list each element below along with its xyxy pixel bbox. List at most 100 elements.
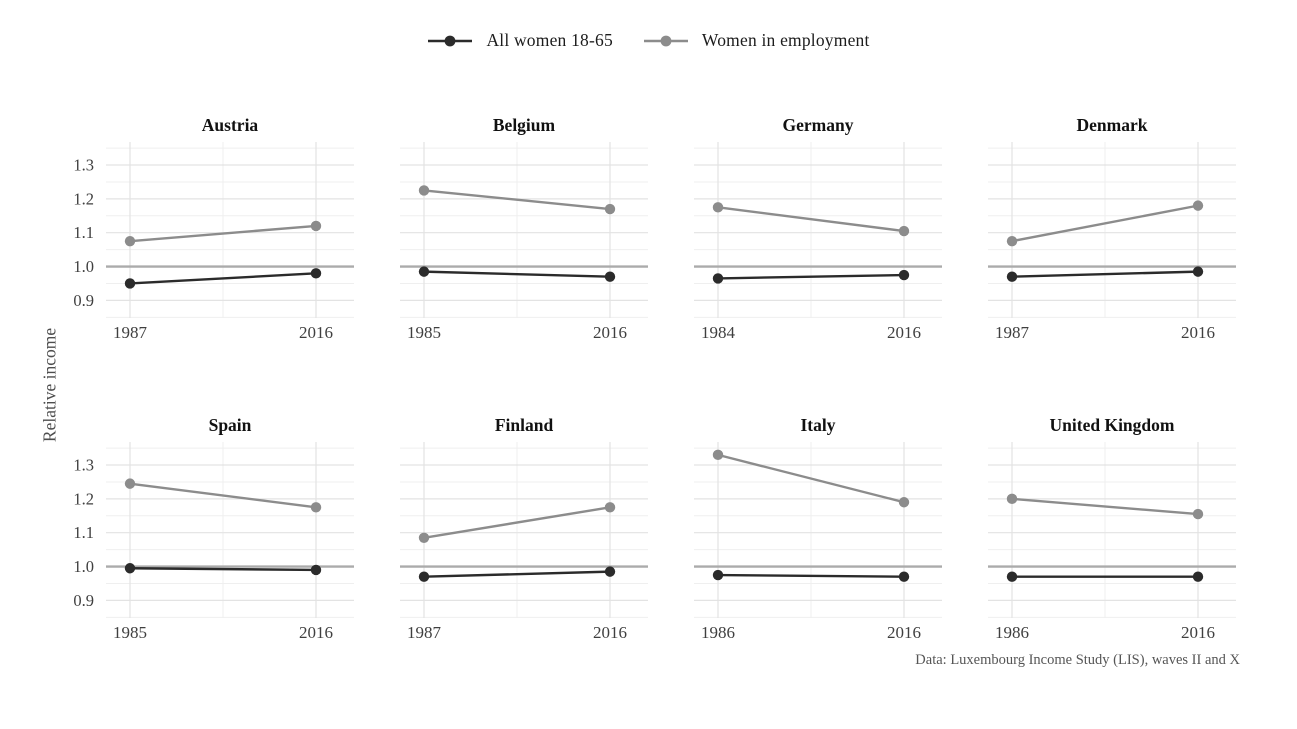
x-tick-label: 1985 (407, 323, 441, 342)
series-line-women-in-employment (1011, 204, 1199, 243)
legend: All women 18-65 Women in employment (0, 30, 1297, 51)
data-point-all-women-18-65 (898, 269, 910, 281)
y-tick-label: 1.2 (73, 189, 94, 208)
legend-item-women-in-employment: Women in employment (643, 30, 870, 51)
plot-area: 1987 2016 (988, 142, 1236, 342)
data-point-all-women-18-65 (604, 566, 616, 577)
data-point-women-in-employment (418, 185, 430, 196)
series-line-women-in-employment (129, 224, 317, 243)
legend-item-all-women: All women 18-65 (427, 30, 613, 51)
panel-title: Austria (201, 115, 259, 135)
data-point-women-in-employment (712, 449, 724, 461)
data-point-women-in-employment (604, 502, 616, 513)
panel-title: Italy (800, 415, 836, 435)
plot-area: 1.3 1.2 1.1 1.0 0.9 1987 2016 (73, 142, 354, 342)
data-point-all-women-18-65 (1192, 266, 1204, 277)
series-line-women-in-employment (423, 506, 611, 539)
series-line-women-in-employment (423, 189, 611, 211)
panel-austria: Austria 1.3 1.2 1.1 1.0 0.9 1987 2016 (58, 112, 354, 346)
plot-area: 1.3 1.2 1.1 1.0 0.9 1985 2016 (73, 442, 354, 642)
data-point-all-women-18-65 (310, 564, 322, 576)
panel-belgium: Belgium 1985 2016 (400, 112, 648, 346)
x-tick-label: 1987 (113, 323, 148, 342)
y-tick-label: 0.9 (73, 291, 94, 310)
data-point-all-women-18-65 (898, 571, 910, 582)
y-tick-label: 1.0 (73, 257, 94, 276)
legend-key-point (660, 35, 672, 46)
data-point-women-in-employment (898, 497, 910, 508)
y-tick-label: 0.9 (73, 591, 94, 610)
x-tick-label: 1984 (701, 323, 736, 342)
x-tick-label: 2016 (593, 623, 627, 642)
series-line-all-women-18-65 (423, 270, 611, 278)
data-point-all-women-18-65 (124, 278, 136, 289)
data-point-women-in-employment (604, 203, 616, 215)
data-point-all-women-18-65 (418, 266, 430, 277)
panel-united-kingdom: United Kingdom 1986 2016 (988, 412, 1236, 646)
panel-finland: Finland 1987 2016 (400, 412, 648, 646)
x-tick-label: 1987 (995, 323, 1030, 342)
data-point-women-in-employment (310, 502, 322, 513)
x-tick-label: 1987 (407, 623, 442, 642)
y-tick-label: 1.3 (73, 456, 94, 475)
plot-area: 1984 2016 (694, 142, 942, 342)
data-point-women-in-employment (1006, 235, 1018, 247)
plot-area: 1985 2016 (400, 142, 648, 342)
y-tick-label: 1.1 (73, 223, 94, 242)
y-tick-label: 1.3 (73, 156, 94, 175)
panel-title: Denmark (1076, 115, 1148, 135)
data-point-women-in-employment (418, 532, 430, 543)
legend-label: All women 18-65 (486, 30, 613, 50)
data-point-all-women-18-65 (1192, 571, 1204, 582)
series-line-women-in-employment (129, 482, 317, 509)
data-point-all-women-18-65 (310, 268, 322, 279)
series-line-women-in-employment (717, 453, 905, 504)
panel-title: Spain (208, 415, 252, 435)
legend-key-point (445, 35, 456, 46)
line-point-key-icon (643, 35, 688, 46)
x-tick-label: 1986 (701, 623, 735, 642)
series-line-all-women-18-65 (129, 567, 317, 572)
x-tick-label: 2016 (593, 323, 627, 342)
data-point-women-in-employment (1006, 493, 1018, 505)
data-point-all-women-18-65 (124, 563, 136, 574)
data-point-all-women-18-65 (1006, 571, 1018, 582)
panel-title: Germany (782, 115, 854, 135)
data-point-women-in-employment (124, 235, 136, 247)
data-point-all-women-18-65 (712, 569, 724, 581)
plot-area: 1987 2016 (400, 442, 648, 642)
panels-grid: Austria 1.3 1.2 1.1 1.0 0.9 1987 2016 Belgium 198… (58, 112, 1236, 646)
series-line-all-women-18-65 (717, 573, 905, 578)
series-line-all-women-18-65 (1011, 270, 1199, 278)
data-point-women-in-employment (1192, 508, 1204, 520)
data-point-all-women-18-65 (604, 271, 616, 282)
x-tick-label: 2016 (1181, 323, 1215, 342)
panel-denmark: Denmark 1987 2016 (988, 112, 1236, 346)
legend-label: Women in employment (701, 30, 870, 50)
x-tick-label: 2016 (887, 623, 921, 642)
series-line-all-women-18-65 (129, 272, 317, 285)
panel-spain: Spain 1.3 1.2 1.1 1.0 0.9 1985 2016 (58, 412, 354, 646)
panel-germany: Germany 1984 2016 (694, 112, 942, 346)
x-tick-label: 2016 (299, 623, 333, 642)
data-point-women-in-employment (124, 478, 136, 489)
y-tick-label: 1.1 (73, 523, 94, 542)
series-line-all-women-18-65 (717, 273, 905, 280)
data-point-women-in-employment (1192, 200, 1204, 211)
y-tick-label: 1.2 (73, 489, 94, 508)
panel-title: United Kingdom (1049, 415, 1175, 435)
series-line-women-in-employment (1011, 497, 1199, 516)
x-tick-label: 2016 (299, 323, 333, 342)
caption: Data: Luxembourg Income Study (LIS), wav… (915, 652, 1240, 668)
plot-area: 1986 2016 (694, 442, 942, 642)
series-line-women-in-employment (717, 206, 905, 233)
data-point-all-women-18-65 (418, 571, 430, 582)
plot-area: 1986 2016 (988, 442, 1236, 642)
x-tick-label: 2016 (1181, 623, 1215, 642)
data-point-women-in-employment (310, 220, 322, 232)
data-point-women-in-employment (898, 225, 910, 237)
data-point-all-women-18-65 (1006, 271, 1018, 282)
panel-title: Finland (494, 415, 554, 435)
y-tick-label: 1.0 (73, 557, 94, 576)
